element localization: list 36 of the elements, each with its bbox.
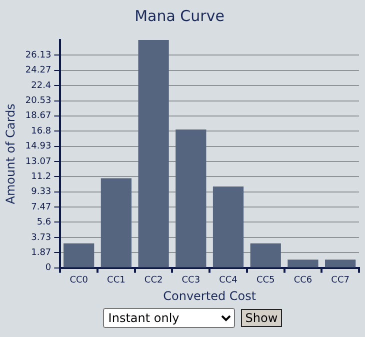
x-axis-title: Converted Cost [163,288,256,303]
y-tick-label: 16.8 [31,126,52,136]
y-tick-label: 22.4 [31,80,52,91]
y-tick-label: 5.6 [36,218,52,228]
bar [100,178,132,268]
x-tick-label: CC6 [294,276,312,286]
x-tick-label: CC0 [70,276,88,286]
y-axis-title: Amount of Cards [3,104,18,204]
y-tick-label: 1.87 [31,248,52,258]
y-tick-label: 0 [45,263,52,274]
bar [250,243,281,268]
bar [212,186,244,268]
x-tick-label: CC3 [182,276,200,286]
x-tick-label: CC5 [256,276,275,286]
filter-dropdown: Instant only [103,308,236,328]
y-tick-label: 11.2 [31,172,52,182]
y-tick-label: 14.93 [25,142,52,152]
y-tick-label: 13.07 [25,156,52,167]
y-tick-label: 18.67 [25,111,52,122]
bar [325,260,356,268]
y-tick-label: 26.13 [25,50,52,61]
show-button: Show [241,309,282,327]
y-tick-label: 7.47 [31,202,52,212]
x-tick-label: CC1 [107,276,126,286]
x-tick-label: CC7 [331,276,350,286]
bar [176,129,206,268]
x-tick-label: CC4 [219,276,238,286]
y-tick-label: 9.33 [31,187,52,198]
bar [64,243,94,268]
chart-title: Mana Curve [134,6,224,25]
y-tick-label: 3.73 [31,232,52,243]
y-tick-label: 20.53 [25,96,52,106]
bar [288,260,318,268]
x-tick-label: CC2 [144,276,163,286]
bar [138,40,169,268]
y-tick-label: 24.27 [25,66,52,76]
